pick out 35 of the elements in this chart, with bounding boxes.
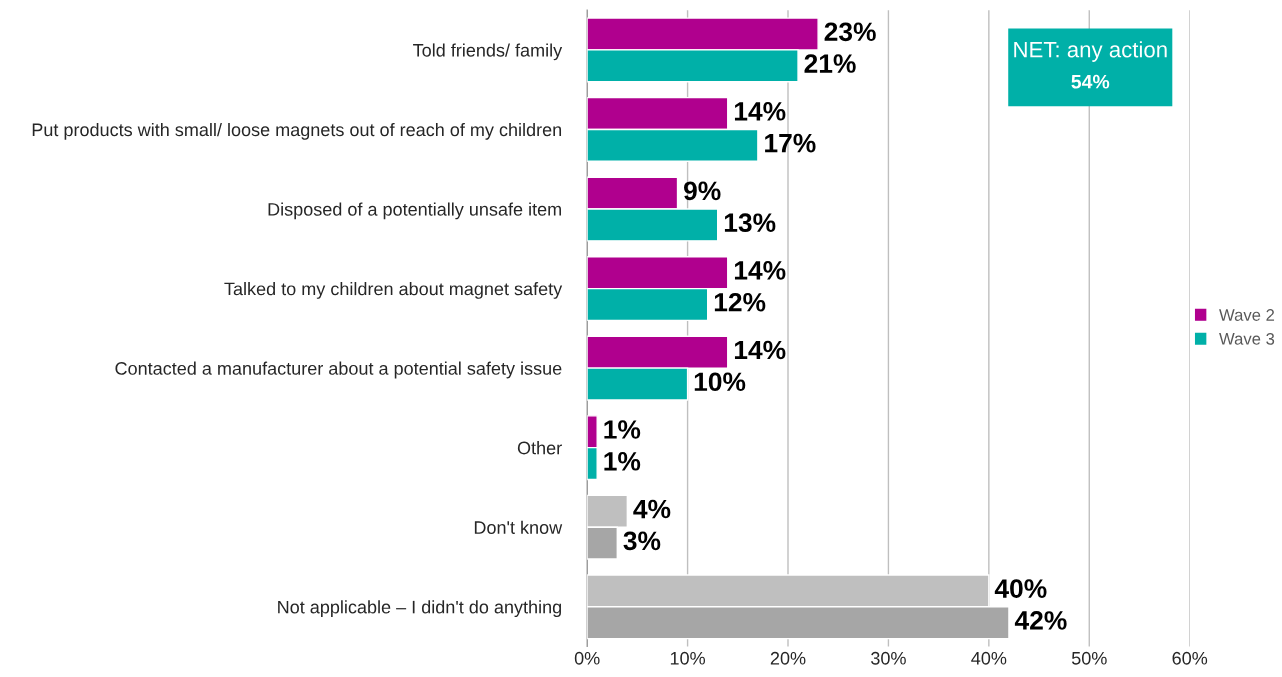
legend-label: Wave 3 [1219,332,1275,345]
data-label: 1% [604,420,641,439]
y-tick-label: Other [517,441,562,455]
y-tick-label: Told friends/ family [413,43,563,61]
y-tick-label: Put products with small/ loose magnets out of reach of my children [32,122,562,140]
data-label: 21% [804,54,856,73]
data-label: 14% [734,340,786,360]
annotation: 54% [1071,74,1110,89]
x-tick-label: 50% [1071,651,1107,665]
data-label: 4% [633,499,671,519]
y-tick-label: Talked to my children about magnet safety [224,282,563,299]
annotation: NET: any action [1014,41,1167,62]
legend-label: Wave 2 [1219,309,1275,321]
x-tick-label: 10% [670,651,706,665]
y-tick-label: Don't know [474,520,563,534]
data-label: 14% [734,102,786,121]
x-tick-label: 20% [770,651,806,665]
data-label: 14% [734,261,786,280]
data-label: 17% [765,133,816,153]
data-label: 42% [1014,611,1067,630]
x-tick-label: 0% [574,651,600,665]
data-label: 12% [714,292,766,312]
data-label: 40% [994,579,1047,598]
data-label: 10% [694,372,746,392]
data-label: 9% [684,181,721,201]
x-tick-label: 60% [1172,651,1208,665]
x-tick-label: 30% [871,651,906,665]
x-tick-label: 40% [971,651,1007,665]
data-label: 23% [824,22,876,42]
y-tick-label: Disposed of a potentially unsafe item [268,202,561,220]
data-label: 1% [604,452,641,471]
data-label: 3% [623,531,661,551]
data-label: 13% [724,213,776,233]
y-tick-label: Not applicable – I didn't do anything [278,600,562,618]
y-tick-label: Contacted a manufacturer about a potential safety issue [115,361,562,379]
